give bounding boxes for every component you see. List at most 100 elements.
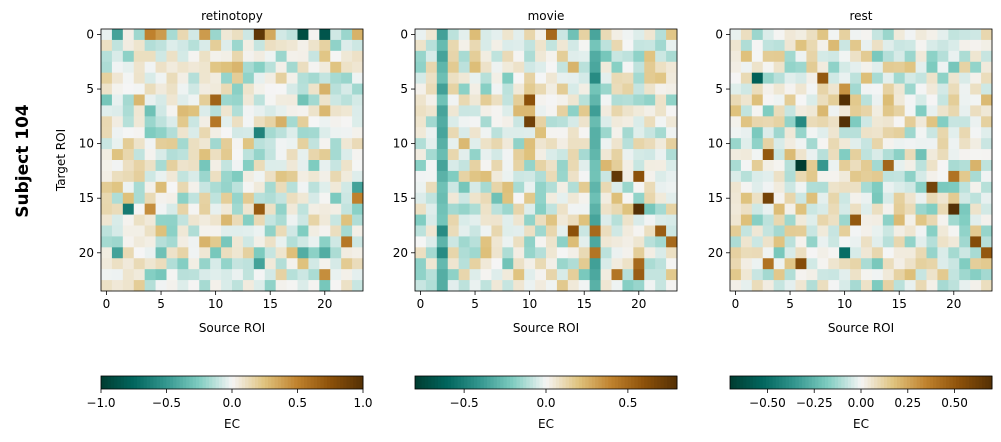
- heatmap-cell: [319, 50, 331, 63]
- heatmap-cell: [589, 138, 601, 150]
- heatmap-cell: [795, 138, 807, 150]
- heatmap-cell: [622, 247, 634, 259]
- heatmap-cell: [926, 181, 938, 194]
- heatmap-cell: [871, 280, 884, 292]
- heatmap-cell: [352, 94, 364, 106]
- heatmap-cell: [242, 50, 255, 63]
- heatmap-cell: [264, 29, 277, 41]
- heatmap-cell: [330, 83, 342, 95]
- heatmap-cell: [828, 203, 840, 215]
- heatmap-cell: [871, 170, 884, 183]
- heatmap-cell: [491, 83, 503, 95]
- heatmap-cell: [458, 94, 470, 106]
- colorbar-segment: [130, 376, 135, 389]
- heatmap-cell: [297, 127, 309, 139]
- heatmap-cell: [480, 72, 492, 84]
- heatmap-cell: [319, 105, 331, 117]
- heatmap-cell: [633, 181, 645, 194]
- heatmap-cell: [480, 225, 492, 237]
- colorbar-segment: [523, 376, 527, 389]
- colorbar-segment: [844, 376, 849, 389]
- heatmap-cell: [589, 247, 601, 259]
- heatmap-cell: [948, 149, 960, 161]
- colorbar-segment: [759, 376, 764, 389]
- heatmap-cell: [970, 181, 982, 194]
- heatmap-cell: [959, 203, 971, 215]
- heatmap-cell: [622, 192, 634, 205]
- heatmap-cell: [264, 181, 277, 194]
- heatmap-cell: [232, 72, 244, 84]
- heatmap-cell: [111, 181, 124, 194]
- heatmap-cell: [513, 258, 525, 270]
- heatmap-cell: [556, 160, 569, 172]
- heatmap-cell: [308, 247, 320, 259]
- heatmap-cell: [567, 160, 580, 172]
- heatmap-cell: [308, 225, 320, 237]
- heatmap-cell: [904, 94, 916, 106]
- colorbar-segment: [428, 376, 432, 389]
- heatmap-cell: [199, 280, 211, 292]
- heatmap-cell: [264, 192, 277, 205]
- heatmap-cell: [275, 72, 287, 84]
- heatmap-cell: [578, 247, 591, 259]
- heatmap-cell: [415, 192, 427, 205]
- heatmap-cell: [513, 39, 525, 52]
- colorbar-segment: [552, 376, 557, 389]
- heatmap-cell: [981, 236, 993, 248]
- x-tick-label: 20: [317, 297, 332, 311]
- heatmap-cell: [232, 50, 244, 63]
- heatmap-cell: [535, 105, 547, 117]
- colorbar-segment: [304, 376, 308, 389]
- heatmap-cell: [948, 181, 960, 194]
- heatmap-cell: [286, 127, 298, 139]
- heatmap-cell: [308, 192, 320, 205]
- heatmap-cell: [221, 181, 233, 194]
- heatmap-cell: [970, 214, 982, 226]
- colorbar-segment: [460, 376, 465, 389]
- heatmap-cell: [111, 149, 124, 161]
- heatmap-cell: [330, 160, 342, 172]
- heatmap-cell: [166, 105, 178, 117]
- heatmap-cell: [589, 170, 601, 183]
- colorbar-segment: [274, 376, 279, 389]
- heatmap-cell: [959, 192, 971, 205]
- heatmap-cell: [253, 258, 266, 270]
- heatmap-cell: [101, 280, 113, 292]
- heatmap-cell: [308, 29, 320, 41]
- colorbar-tick-label: 0.50: [941, 396, 968, 410]
- heatmap-cell: [469, 258, 481, 270]
- heatmap-cell: [188, 39, 200, 52]
- heatmap-cell: [232, 280, 244, 292]
- heatmap-cell: [297, 116, 309, 128]
- heatmap-cell: [133, 225, 146, 237]
- heatmap-cell: [242, 192, 255, 205]
- heatmap-cell: [242, 170, 255, 183]
- colorbar-segment: [913, 376, 918, 389]
- heatmap-cell: [655, 127, 667, 139]
- heatmap-cell: [850, 116, 862, 128]
- heatmap-cell: [751, 192, 764, 205]
- heatmap-cell: [600, 116, 612, 128]
- heatmap-cell: [795, 61, 807, 74]
- heatmap-cell: [436, 83, 449, 95]
- heatmap-cell: [926, 280, 938, 292]
- heatmap-cell: [611, 214, 623, 226]
- heatmap-cell: [144, 127, 156, 139]
- heatmap-cell: [436, 247, 449, 259]
- colorbar-segment: [470, 376, 475, 389]
- colorbar-segment: [736, 376, 741, 389]
- heatmap-cell: [915, 170, 927, 183]
- heatmap-cell: [795, 170, 807, 183]
- heatmap-cell: [806, 127, 818, 139]
- heatmap-cell: [415, 116, 427, 128]
- heatmap-cell: [101, 61, 113, 74]
- heatmap-cell: [188, 149, 200, 161]
- heatmap-cell: [959, 39, 971, 52]
- heatmap-cell: [839, 160, 851, 172]
- heatmap-cell: [740, 203, 753, 215]
- heatmap-cell: [871, 269, 884, 281]
- heatmap-cell: [589, 236, 601, 248]
- heatmap-cell: [319, 138, 331, 150]
- heatmap-cell: [655, 181, 667, 194]
- heatmap-cell: [341, 116, 353, 128]
